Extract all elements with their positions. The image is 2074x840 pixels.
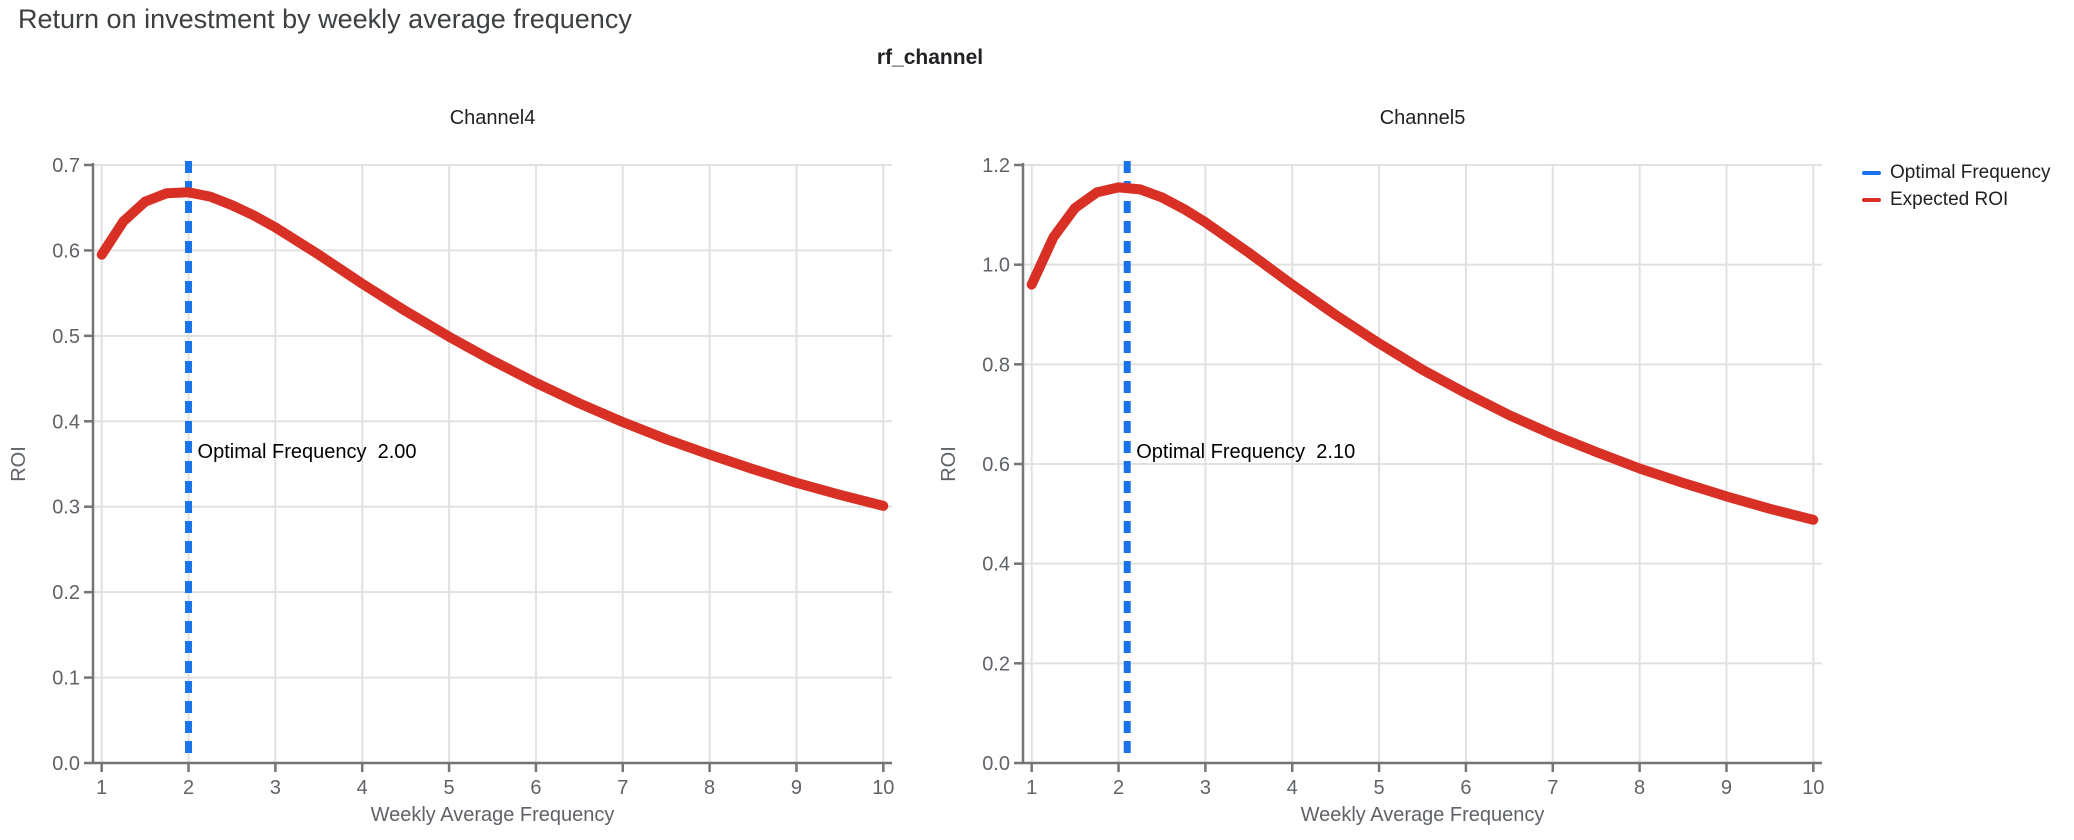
y-tick-label: 1.2 — [982, 155, 1010, 177]
y-axis-label: ROI — [938, 446, 960, 482]
x-tick-label: 7 — [1547, 777, 1558, 799]
x-tick-label: 9 — [1721, 777, 1732, 799]
y-tick-label: 0.4 — [982, 554, 1010, 576]
chart-channel5: 1 2 3 4 5 6 7 8 9 10 0.0 0.2 0.4 0.6 0.8 1.0 1.2 Optimal … — [938, 107, 1824, 826]
x-tick-label: 1 — [96, 777, 107, 799]
y-tick-label: 0.7 — [52, 155, 80, 177]
y-tick-label: 0.0 — [982, 753, 1010, 775]
optimal-frequency-annotation: Optimal Frequency 2.10 — [1136, 441, 1355, 463]
gridlines — [93, 164, 892, 763]
x-tick-label: 2 — [183, 777, 194, 799]
x-tick-label: 4 — [1287, 777, 1298, 799]
y-tick-label: 0.4 — [52, 411, 80, 433]
y-tick-label: 0.5 — [52, 326, 80, 348]
y-tick-label: 0.8 — [982, 354, 1010, 376]
x-tick-label: 2 — [1113, 777, 1124, 799]
x-tick-label: 6 — [530, 777, 541, 799]
figure-title: rf_channel — [876, 46, 984, 69]
expected-roi-curve — [1026, 182, 1819, 525]
x-tick-label: 8 — [704, 777, 715, 799]
legend-item-optimal-frequency: Optimal Frequency — [1862, 161, 2051, 185]
tick-marks — [84, 163, 885, 772]
x-tick-label: 10 — [872, 777, 894, 799]
y-tick-label: 0.6 — [52, 240, 80, 262]
legend: Optimal Frequency Expected ROI — [1862, 161, 2051, 212]
y-tick-label: 0.2 — [982, 653, 1010, 675]
legend-item-expected-roi: Expected ROI — [1862, 188, 2051, 212]
legend-swatch-optimal-frequency — [1862, 171, 1881, 175]
optimal-frequency-annotation: Optimal Frequency 2.00 — [198, 441, 417, 463]
x-axis-label: Weekly Average Frequency — [1301, 804, 1545, 826]
y-tick-label: 0.1 — [52, 668, 80, 690]
x-tick-label: 7 — [617, 777, 628, 799]
y-axis-label: ROI — [8, 446, 30, 482]
subplot-title: Channel4 — [450, 107, 536, 129]
chart-channel4: 1 2 3 4 5 6 7 8 9 10 0.0 0.1 0.2 0.3 0.4 0.5 0.6 0.7 Optim… — [8, 107, 894, 826]
x-tick-label: 1 — [1026, 777, 1037, 799]
x-tick-label: 9 — [791, 777, 802, 799]
x-tick-label: 6 — [1460, 777, 1471, 799]
y-tick-label: 1.0 — [982, 255, 1010, 277]
y-tick-label: 0.0 — [52, 753, 80, 775]
x-tick-label: 5 — [1374, 777, 1385, 799]
x-tick-label: 8 — [1634, 777, 1645, 799]
x-tick-label: 3 — [270, 777, 281, 799]
expected-roi-curve — [96, 187, 889, 511]
x-tick-label: 5 — [444, 777, 455, 799]
legend-swatch-expected-roi — [1862, 198, 1881, 202]
legend-label: Expected ROI — [1890, 189, 2009, 210]
x-tick-label: 4 — [357, 777, 368, 799]
y-tick-label: 0.3 — [52, 497, 80, 519]
subplot-title: Channel5 — [1380, 107, 1466, 129]
tick-marks — [1014, 163, 1815, 772]
x-tick-label: 10 — [1802, 777, 1824, 799]
legend-label: Optimal Frequency — [1890, 162, 2051, 183]
y-tick-label: 0.6 — [982, 454, 1010, 476]
x-tick-label: 3 — [1200, 777, 1211, 799]
x-axis-label: Weekly Average Frequency — [371, 804, 615, 826]
gridlines — [1023, 164, 1822, 763]
y-tick-label: 0.2 — [52, 582, 80, 604]
page-title: Return on investment by weekly average f… — [18, 4, 632, 34]
